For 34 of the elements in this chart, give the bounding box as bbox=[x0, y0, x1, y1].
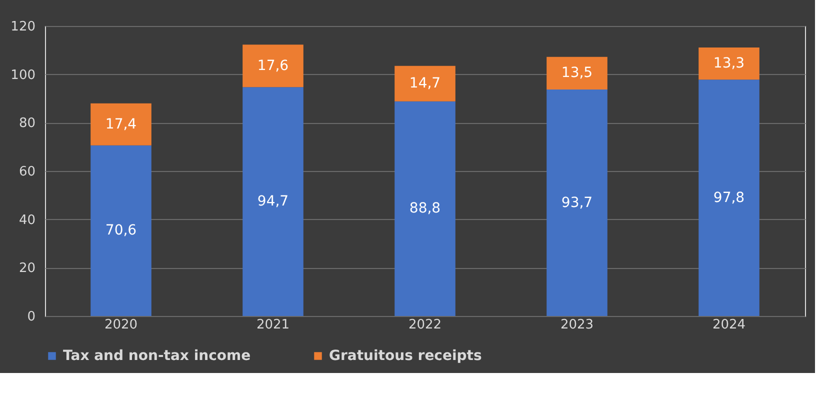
data-label: 17,4 bbox=[105, 116, 137, 132]
bar bbox=[242, 44, 304, 88]
y-tick-label: 0 bbox=[27, 310, 36, 324]
data-label: 94,7 bbox=[257, 194, 289, 210]
data-label: 14,7 bbox=[409, 76, 441, 92]
legend-label: Tax and non-tax income bbox=[63, 348, 251, 364]
bar bbox=[90, 103, 152, 146]
x-tick-label: 2023 bbox=[560, 318, 594, 332]
x-tick-label: 2020 bbox=[104, 318, 138, 332]
bar bbox=[394, 66, 456, 102]
y-tick-label: 20 bbox=[18, 261, 36, 276]
bar bbox=[394, 101, 456, 316]
data-label: 97,8 bbox=[713, 190, 745, 206]
legend-label: Gratuitous receipts bbox=[329, 348, 482, 364]
data-label: 17,6 bbox=[257, 58, 289, 74]
data-label: 93,7 bbox=[561, 194, 593, 211]
x-tick-label: 2024 bbox=[712, 318, 746, 332]
y-tick-label: 80 bbox=[18, 116, 36, 132]
y-tick-label: 120 bbox=[10, 20, 36, 34]
data-label: 70,6 bbox=[105, 222, 137, 239]
bar bbox=[698, 80, 760, 316]
bar bbox=[546, 90, 608, 316]
data-label: 88,8 bbox=[409, 200, 441, 217]
y-tick-label: 100 bbox=[10, 68, 36, 83]
bar bbox=[242, 87, 304, 316]
x-tick-label: 2021 bbox=[256, 318, 290, 332]
y-tick-label: 40 bbox=[18, 212, 36, 228]
data-label: 13,5 bbox=[561, 65, 593, 82]
bar bbox=[698, 48, 760, 80]
data-label: 13,3 bbox=[713, 56, 745, 72]
y-tick-label: 60 bbox=[18, 164, 36, 180]
bar bbox=[546, 56, 608, 90]
x-tick-label: 2022 bbox=[408, 318, 442, 332]
bar bbox=[90, 145, 152, 316]
